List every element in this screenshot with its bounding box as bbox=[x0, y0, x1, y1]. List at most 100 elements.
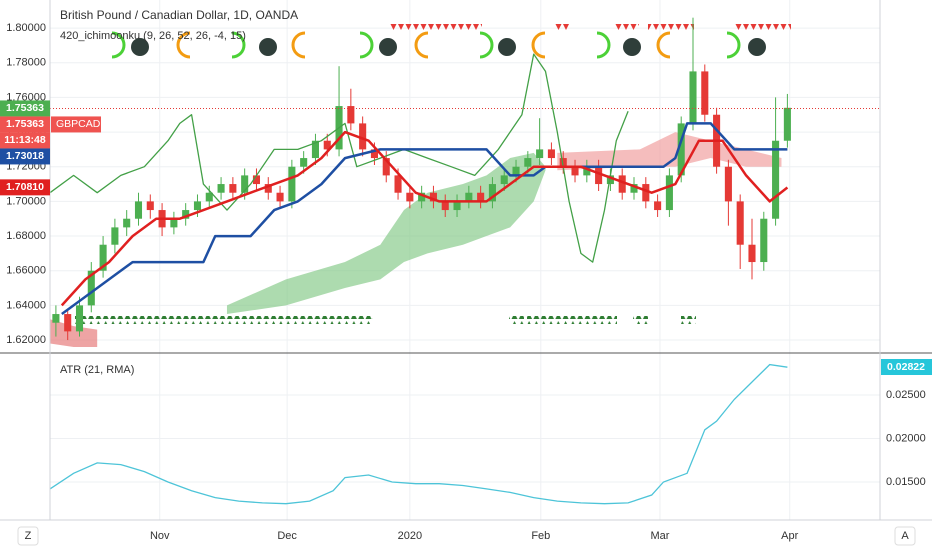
chart-title: British Pound / Canadian Dollar, 1D, OAN… bbox=[60, 8, 298, 22]
auto-scale-button[interactable] bbox=[894, 526, 916, 546]
candle-body bbox=[276, 192, 284, 202]
candle-body bbox=[736, 201, 744, 245]
candle-body bbox=[630, 184, 638, 193]
moon bbox=[379, 38, 397, 56]
candle-body bbox=[170, 218, 178, 228]
candle-body bbox=[642, 184, 650, 202]
y-tick-label: 1.64000 bbox=[6, 299, 46, 311]
candle-body bbox=[64, 314, 72, 332]
symbol-badge bbox=[51, 116, 101, 133]
moon bbox=[231, 31, 246, 59]
candle-body bbox=[512, 166, 520, 176]
x-tick-label: Apr bbox=[781, 530, 798, 542]
candle-body bbox=[347, 106, 355, 124]
zoom-button-label[interactable]: Z bbox=[25, 530, 32, 542]
x-tick-label: 2020 bbox=[398, 530, 422, 542]
moon bbox=[726, 31, 741, 59]
atr-badge bbox=[881, 359, 932, 376]
candle-body bbox=[229, 184, 237, 193]
candle-body bbox=[724, 166, 732, 202]
candle-body bbox=[123, 218, 131, 228]
price-badge-label: 1.70810 bbox=[6, 181, 44, 193]
y-tick-label: 1.68000 bbox=[6, 230, 46, 242]
price-badge bbox=[0, 148, 50, 165]
zoom-button[interactable] bbox=[17, 526, 39, 546]
y-tick-label: 1.80000 bbox=[6, 22, 46, 34]
y2-tick-label: 0.02000 bbox=[886, 432, 926, 444]
candle-body bbox=[547, 149, 555, 159]
candle-body bbox=[311, 140, 319, 159]
atr-badge-label: 0.02822 bbox=[887, 361, 925, 373]
candle-body bbox=[665, 175, 673, 211]
candle-body bbox=[359, 123, 367, 150]
x-tick-label: Dec bbox=[277, 530, 297, 542]
indicator-line bbox=[61, 122, 788, 316]
moon bbox=[131, 38, 149, 56]
candle-body bbox=[205, 192, 213, 202]
candle-body bbox=[134, 201, 143, 219]
axis-labels: Nov Dec 2020 Feb Mar Apr 1.80000 1.78000 1.76000… bbox=[0, 22, 932, 542]
indicator-title: 420_ichimoonku (9, 26, 52, 26, -4, 15) bbox=[60, 30, 246, 42]
candle-body bbox=[583, 166, 591, 176]
new-moon-icons bbox=[131, 38, 766, 56]
candle-body bbox=[783, 107, 791, 141]
price-badge bbox=[0, 132, 50, 149]
candle-body bbox=[75, 305, 84, 332]
candle-body bbox=[252, 175, 261, 185]
sell-signals bbox=[648, 24, 694, 31]
buy-signals bbox=[681, 316, 696, 324]
candle-body bbox=[241, 175, 249, 193]
moon bbox=[748, 38, 766, 56]
candle-body bbox=[52, 314, 60, 323]
sell-signals bbox=[735, 24, 791, 31]
ichimoku-cloud bbox=[50, 319, 98, 347]
moon bbox=[111, 31, 126, 59]
atr-line bbox=[49, 363, 788, 505]
symbol-badge-label: GBPCAD bbox=[56, 118, 101, 130]
buy-signals bbox=[633, 316, 648, 324]
candle-body bbox=[595, 166, 603, 185]
moon bbox=[359, 31, 374, 59]
candle-body bbox=[559, 158, 567, 167]
candle-body bbox=[760, 218, 768, 263]
moon bbox=[414, 31, 429, 59]
candle-body bbox=[701, 71, 709, 115]
y-tick-label: 1.70000 bbox=[6, 195, 46, 207]
candle-body bbox=[524, 158, 532, 167]
price-badge-label: 1.75363 bbox=[6, 118, 44, 130]
price-badge bbox=[0, 116, 50, 133]
candle-body bbox=[571, 166, 579, 176]
candle-body bbox=[300, 158, 308, 167]
price-badge bbox=[0, 179, 50, 196]
moon bbox=[259, 38, 277, 56]
moon bbox=[623, 38, 641, 56]
plot bbox=[49, 17, 880, 505]
indicator-line bbox=[49, 53, 629, 263]
candle-body bbox=[748, 244, 756, 263]
atr-title: ATR (21, RMA) bbox=[60, 364, 134, 376]
candle-body bbox=[111, 227, 119, 245]
candle-body bbox=[465, 192, 473, 202]
sell-signals bbox=[615, 24, 639, 31]
moon bbox=[176, 31, 191, 59]
candle-body bbox=[453, 201, 461, 211]
y2-tick-label: 0.01500 bbox=[886, 476, 926, 488]
candle-body bbox=[394, 175, 402, 193]
auto-scale-button-label[interactable]: A bbox=[901, 530, 909, 542]
price-badge-label: 1.73018 bbox=[6, 150, 44, 162]
indicator-line bbox=[60, 130, 789, 307]
moon bbox=[479, 31, 494, 59]
buy-signals bbox=[527, 316, 617, 324]
candle-body bbox=[406, 192, 414, 202]
candle-body bbox=[536, 149, 544, 159]
price-badge-label: 11:13:48 bbox=[4, 134, 46, 146]
y-tick-label: 1.76000 bbox=[6, 91, 46, 103]
moon bbox=[531, 31, 546, 59]
x-tick-label: Feb bbox=[531, 530, 550, 542]
candle-body bbox=[689, 71, 697, 124]
moon bbox=[498, 38, 516, 56]
candle-body bbox=[488, 184, 496, 202]
candle-body bbox=[370, 149, 378, 159]
